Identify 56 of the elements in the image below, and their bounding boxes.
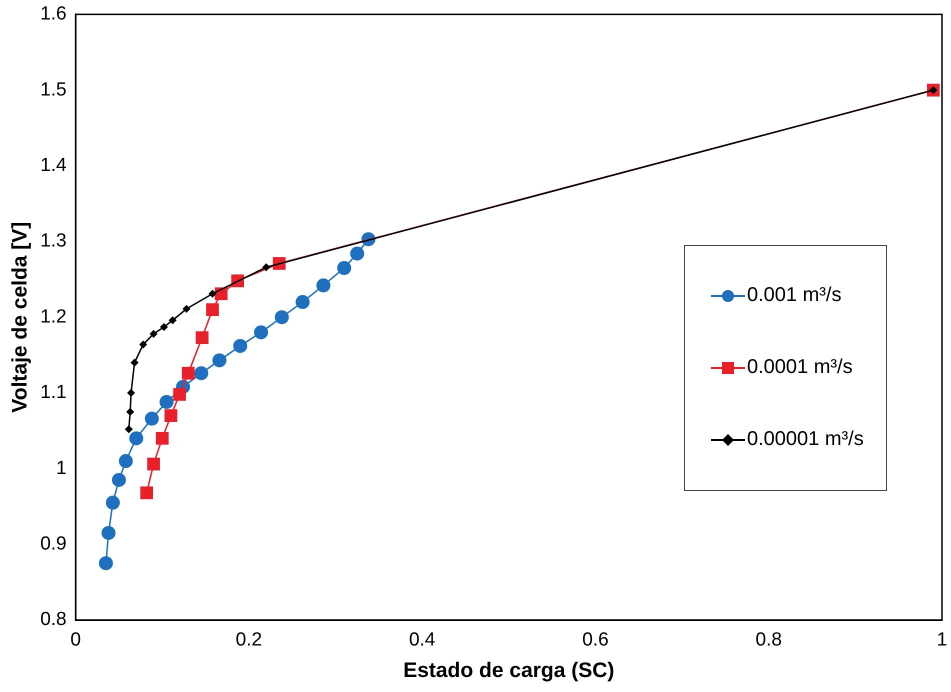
- legend-label: 0.0001 m³/s: [747, 356, 853, 380]
- point: [208, 290, 216, 298]
- point: [130, 358, 139, 367]
- point: [112, 472, 126, 487]
- point: [118, 454, 133, 468]
- point: [206, 303, 219, 316]
- y-tick-label: 0.9: [40, 534, 67, 555]
- point: [196, 331, 208, 344]
- point: [147, 458, 160, 470]
- x-tick-label: 0.6: [582, 630, 609, 651]
- point: [350, 246, 364, 261]
- legend-label: 0.00001 m³/s: [747, 428, 864, 452]
- y-tick-label: 1.4: [40, 155, 68, 176]
- point: [150, 330, 158, 338]
- point: [182, 366, 195, 380]
- point: [337, 260, 352, 275]
- point: [160, 323, 168, 332]
- point: [164, 409, 178, 422]
- point: [144, 412, 159, 426]
- point: [316, 278, 330, 292]
- point: [106, 496, 120, 510]
- point: [168, 316, 177, 324]
- point: [296, 295, 310, 310]
- x-tick-label: 0.2: [236, 630, 262, 651]
- point: [194, 366, 208, 380]
- y-axis-title: Voltaje de celda [V]: [8, 222, 32, 413]
- point: [233, 338, 248, 353]
- point: [173, 388, 186, 401]
- y-tick-label: 1.5: [40, 79, 67, 100]
- point: [274, 310, 289, 324]
- point: [102, 526, 116, 540]
- y-tick-label: 0.8: [40, 609, 67, 630]
- x-tick-label: 0.8: [756, 630, 782, 651]
- point: [140, 486, 154, 500]
- x-tick-label: 0.4: [408, 630, 436, 651]
- point: [156, 432, 169, 445]
- point: [98, 556, 113, 570]
- point: [212, 353, 226, 368]
- point: [129, 431, 144, 446]
- y-tick-label: 1: [56, 458, 67, 479]
- point: [254, 325, 268, 340]
- x-axis-title: Estado de carga (SC): [403, 659, 614, 682]
- point: [127, 388, 136, 397]
- point: [126, 408, 134, 416]
- x-tick-label: 1: [936, 630, 948, 651]
- y-tick-label: 1.6: [40, 4, 67, 25]
- point: [262, 263, 270, 272]
- point: [139, 340, 148, 348]
- legend-label: 0.001 m³/s: [747, 284, 842, 308]
- x-tick-label: 0: [70, 630, 81, 651]
- point: [160, 394, 174, 409]
- y-tick-label: 1.2: [40, 306, 67, 328]
- y-tick-label: 1.3: [40, 230, 67, 252]
- y-tick-label: 1.1: [40, 382, 67, 404]
- point: [182, 304, 191, 313]
- point: [124, 425, 133, 434]
